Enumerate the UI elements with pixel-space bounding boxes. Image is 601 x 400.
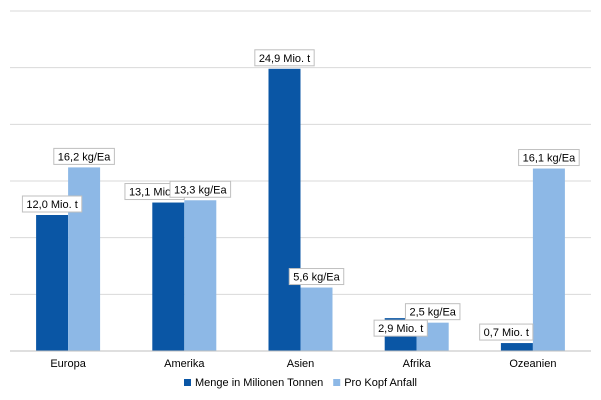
data-label-box xyxy=(53,147,115,165)
data-label-pro-kopf-asien: 5,6 kg/Ea xyxy=(288,268,345,286)
data-label-box xyxy=(373,319,428,337)
category-label-ozeanien: Ozeanien xyxy=(509,358,556,370)
data-label-text: 5,6 kg/Ea xyxy=(293,272,340,284)
data-label-box xyxy=(169,180,232,198)
data-label-box xyxy=(518,149,580,167)
bar-menge-amerika xyxy=(152,202,185,351)
bars xyxy=(36,68,565,352)
data-label-text: 0,7 Mio. t xyxy=(484,327,529,339)
data-label-menge-europa: 12,0 Mio. t xyxy=(21,195,83,213)
legend-swatch-pro-kopf xyxy=(333,379,341,386)
bar-menge-asien xyxy=(268,68,301,352)
bar-pro-kopf-europa xyxy=(68,167,101,351)
data-label-text: 13,3 kg/Ea xyxy=(174,184,227,196)
category-label-asien: Asien xyxy=(287,358,315,370)
data-label-menge-afrika: 2,9 Mio. t xyxy=(373,319,428,337)
bar-menge-europa xyxy=(36,215,69,351)
data-label-text: 16,1 kg/Ea xyxy=(523,153,576,165)
bar-pro-kopf-ozeanien xyxy=(532,168,565,351)
bar-menge-ozeanien xyxy=(500,343,533,351)
legend: Menge in Milionen Tonnen Pro Kopf Anfall xyxy=(184,377,417,389)
category-label-afrika: Afrika xyxy=(403,358,432,370)
data-label-pro-kopf-europa: 16,2 kg/Ea xyxy=(53,147,115,165)
data-label-box xyxy=(21,195,83,213)
data-label-pro-kopf-amerika: 13,3 kg/Ea xyxy=(169,180,232,198)
data-label-text: 13,1 Mio. t xyxy=(129,187,180,199)
data-label-text: 24,9 Mio. t xyxy=(259,53,310,65)
data-label-text: 2,9 Mio. t xyxy=(378,323,423,335)
category-label-europa: Europa xyxy=(50,358,86,370)
data-label-box xyxy=(479,323,534,341)
bar-pro-kopf-asien xyxy=(300,287,333,351)
category-label-amerika: Amerika xyxy=(164,358,205,370)
bar-pro-kopf-amerika xyxy=(184,200,217,351)
data-labels: 12,0 Mio. t 16,2 kg/Ea 13,1 Mio. t13,3 kg/… xyxy=(21,49,580,341)
data-label-box xyxy=(404,303,461,321)
legend-label-pro-kopf: Pro Kopf Anfall xyxy=(344,377,417,389)
data-label-box xyxy=(288,268,345,286)
legend-swatch-menge xyxy=(184,379,191,386)
legend-label-menge: Menge in Milionen Tonnen xyxy=(195,377,323,389)
data-label-box xyxy=(254,49,315,67)
data-label-pro-kopf-ozeanien: 16,1 kg/Ea xyxy=(518,149,580,167)
data-label-text: 16,2 kg/Ea xyxy=(58,151,111,163)
data-label-menge-asien: 24,9 Mio. t xyxy=(254,49,315,67)
data-label-text: 2,5 kg/Ea xyxy=(409,307,456,319)
data-label-pro-kopf-afrika: 2,5 kg/Ea xyxy=(404,303,461,321)
data-label-menge-ozeanien: 0,7 Mio. t xyxy=(479,323,534,341)
category-labels: Europa Amerika Asien Afrika Ozeanien xyxy=(50,358,556,370)
data-label-text: 12,0 Mio. t xyxy=(26,199,77,211)
